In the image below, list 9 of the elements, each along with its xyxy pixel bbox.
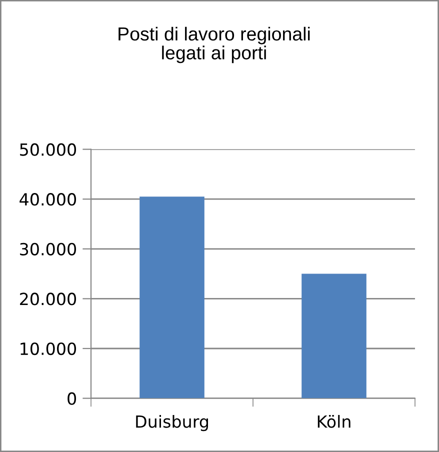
x-tick-label: Köln [318, 414, 350, 428]
chart-title: Posti di lavoro regionali legati ai porti [118, 26, 310, 64]
y-tick-label: 30.000 [20, 242, 76, 256]
y-tick-label: 50.000 [20, 143, 76, 156]
y-tick-label: 20.000 [20, 292, 76, 306]
y-tick-label: 0 [68, 392, 76, 405]
y-tick-label: 40.000 [20, 193, 76, 206]
x-tick-label: Duisburg [136, 414, 208, 432]
y-tick-label: 10.000 [20, 342, 76, 356]
